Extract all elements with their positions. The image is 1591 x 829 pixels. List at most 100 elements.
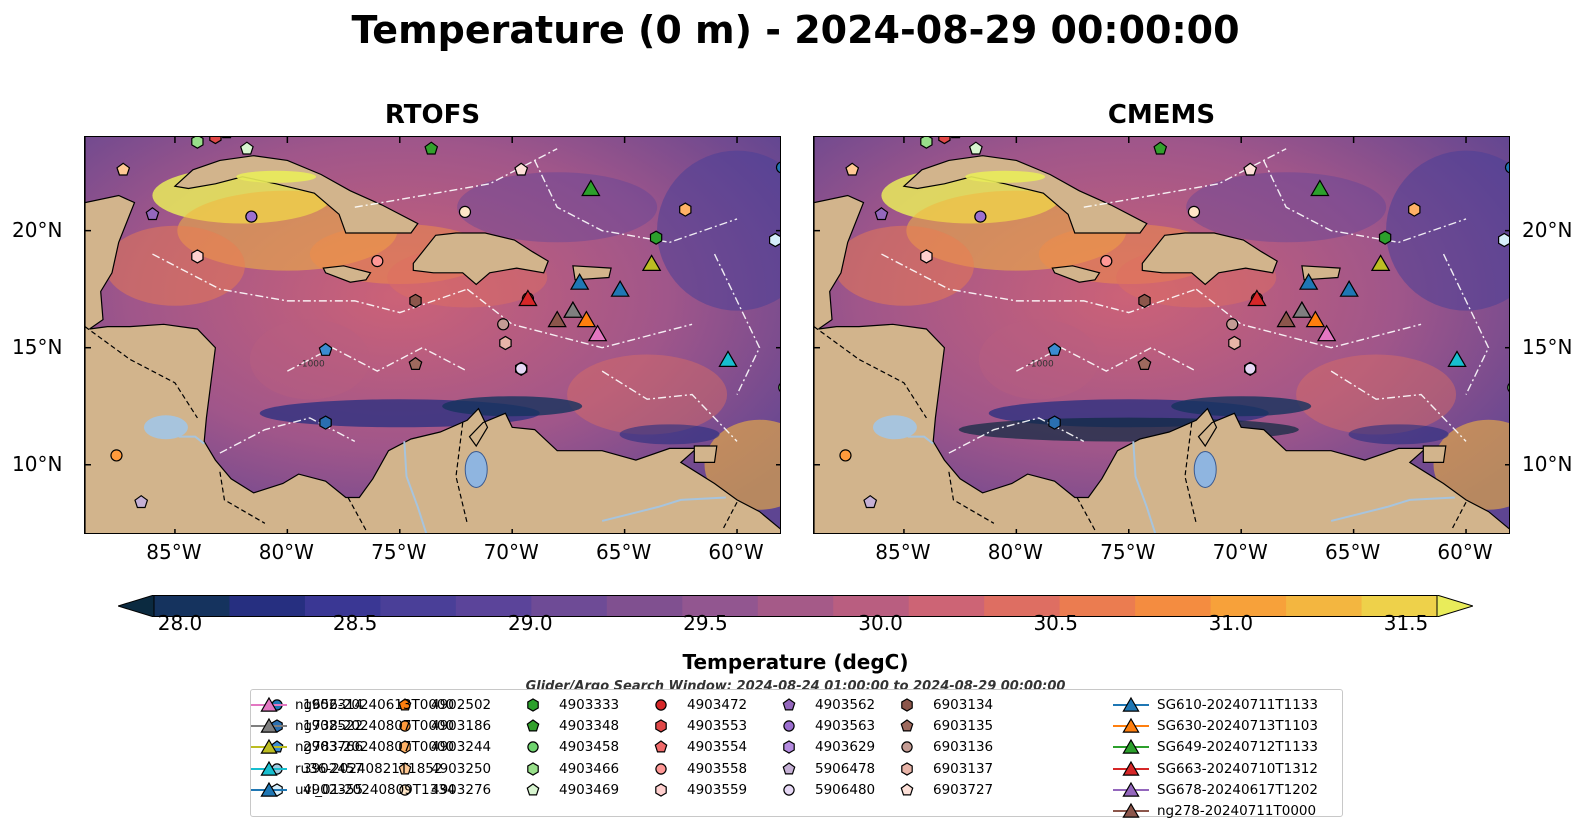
hexagon-marker-icon — [655, 783, 667, 797]
pentagon-marker-icon — [782, 697, 796, 711]
marker-4903562 — [145, 207, 160, 221]
colorbar-tick-label: 29.0 — [508, 611, 553, 635]
land-northAmerica — [85, 137, 780, 533]
isobath-label: -1000 — [299, 359, 325, 369]
marker-uvi_01-20240809T1334 — [1339, 279, 1359, 297]
legend-label: 4903553 — [687, 717, 748, 734]
marker-ng738-20240807T0000 — [1292, 301, 1312, 318]
pentagon-marker-icon — [398, 761, 412, 775]
legend-label: 4902502 — [431, 696, 492, 713]
marker-SG610-20240711T1133 — [1298, 272, 1319, 290]
land-jamaica — [322, 265, 372, 283]
hexagon-marker-icon — [655, 719, 667, 733]
colorbar-tick-label: 30.0 — [858, 611, 903, 635]
hexagon-marker-icon — [527, 697, 539, 712]
triangle-marker-icon — [1113, 696, 1149, 712]
colorbar-swatch — [531, 595, 608, 617]
legend-symbol — [783, 740, 795, 754]
marker-uvi_01-20240809T1334 — [610, 279, 630, 297]
legend-label: SG610-20240711T1133 — [1157, 696, 1318, 713]
marker-1902314 — [775, 161, 780, 174]
circle-marker-icon — [399, 784, 411, 796]
legend-label: 4903554 — [687, 739, 748, 756]
legend-item: 6903137 — [889, 758, 993, 779]
marker-4903553 — [938, 137, 951, 145]
legend-symbol — [783, 784, 795, 796]
legend-symbol — [655, 719, 667, 733]
legend-item: 4903250 — [387, 758, 491, 779]
pentagon-marker-icon — [526, 783, 540, 796]
marker-4903562 — [874, 207, 889, 221]
colorbar-swatch — [833, 595, 910, 617]
legend-symbol — [260, 760, 278, 776]
marker-4903559 — [920, 249, 933, 264]
colorbar-tick-label: 29.5 — [683, 611, 728, 635]
marker-6903135 — [1137, 356, 1152, 370]
legend-item: SG630-20240713T1103 — [1113, 715, 1318, 736]
marker-4903466 — [920, 137, 933, 149]
marker-4903333 — [649, 230, 663, 245]
colorbar-extend-high — [1436, 594, 1475, 618]
map-panel-rtofs: -1000 — [84, 136, 781, 534]
panel-title-rtofs: RTOFS — [384, 100, 481, 130]
lat-tick-label-left: 20°N — [12, 217, 63, 242]
colorbar-swatch — [908, 595, 985, 617]
pentagon-marker-icon — [654, 740, 668, 753]
legend-symbol — [1122, 696, 1140, 712]
hexagon-marker-icon — [901, 697, 913, 712]
marker-4903553 — [209, 137, 222, 145]
legend-item: 4903244 — [387, 737, 491, 758]
triangle-marker-icon — [1113, 760, 1149, 776]
marker-SG610-20240711T1133 — [569, 272, 590, 290]
hexagon-marker-icon — [901, 761, 913, 776]
marker-1902314 — [1504, 161, 1509, 174]
legend-item: 4902502 — [387, 694, 491, 715]
legend-symbol — [655, 783, 667, 797]
marker-4903348 — [1153, 141, 1168, 155]
lat-tick-label-right: 10°N — [1522, 451, 1573, 476]
legend-item: 4903458 — [515, 737, 619, 758]
circle-marker-icon — [655, 698, 667, 711]
marker-4903244 — [679, 202, 692, 217]
legend-label: 6903727 — [933, 781, 994, 798]
legend-item: 4903472 — [643, 694, 747, 715]
triangle-marker-icon — [251, 696, 287, 712]
legend-symbol — [1122, 717, 1140, 733]
legend-label: 1902314 — [303, 696, 364, 713]
legend-column: SG610-20240711T1133 SG630-20240713T1103 SG… — [1113, 694, 1318, 822]
legend-label: 4903629 — [815, 739, 876, 756]
legend-label: 1902522 — [303, 717, 364, 734]
hexagon-marker-icon — [527, 761, 539, 776]
legend-column: 4903472 4903553 4903554 4903558 4903559 — [643, 694, 747, 800]
lon-tick-label: 70°W — [1212, 540, 1268, 564]
circle-marker-icon — [783, 720, 795, 732]
lon-tick-label: 85°W — [875, 540, 931, 564]
lon-tick-label: 65°W — [595, 540, 652, 564]
legend-label: ng278-20240711T0000 — [1157, 803, 1317, 820]
legend-symbol — [526, 719, 540, 732]
land-puertoRico — [572, 265, 612, 281]
circle-marker-icon — [783, 784, 795, 796]
legend-symbol — [901, 761, 913, 776]
legend-symbol — [260, 781, 278, 797]
marker-4903276 — [458, 205, 472, 219]
hexagon-marker-icon — [783, 740, 795, 754]
marker-6903134 — [409, 293, 422, 309]
triangle-marker-icon — [1113, 802, 1149, 818]
colorbar-swatch — [1059, 595, 1136, 617]
colorbar-swatch — [1135, 595, 1212, 617]
marker-4903466 — [191, 137, 204, 149]
legend-item: 4903559 — [643, 779, 747, 800]
legend-item: 6903727 — [889, 779, 993, 800]
lon-tick-label: 65°W — [1324, 540, 1381, 564]
legend-symbol — [1122, 781, 1140, 797]
lon-tick-label: 75°W — [1100, 540, 1156, 564]
colorbar-swatch — [304, 595, 381, 617]
land-puertoRico — [1301, 265, 1341, 281]
circle-marker-icon — [527, 741, 539, 753]
legend-label: 5906478 — [815, 760, 876, 777]
legend-symbol — [901, 741, 913, 753]
pentagon-marker-icon — [398, 697, 412, 711]
legend-symbol — [527, 741, 539, 753]
marker-5906478 — [863, 494, 878, 509]
